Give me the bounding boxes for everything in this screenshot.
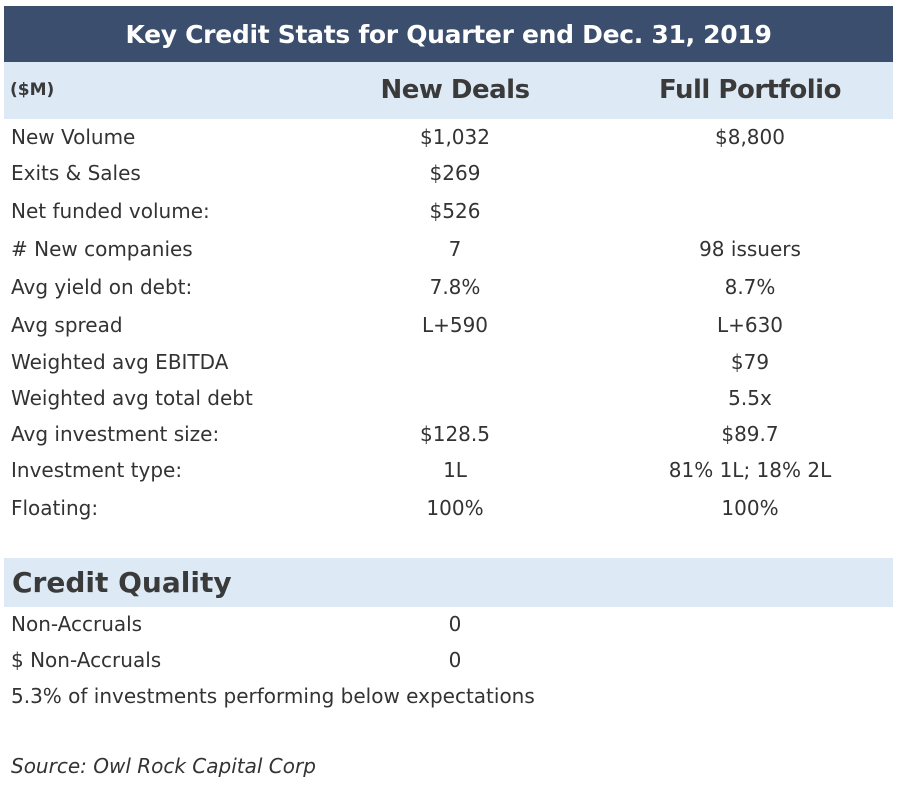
- row-label: # New companies: [11, 237, 193, 261]
- credit-quality-heading: Credit Quality: [4, 558, 893, 607]
- full-portfolio-value: L+630: [716, 313, 784, 337]
- new-deals-value: L+590: [421, 313, 489, 337]
- new-deals-value: 7: [448, 237, 462, 261]
- full-portfolio-value: $8,800: [715, 125, 785, 149]
- table-row: Weighted avg total debt 5.5x: [4, 380, 893, 417]
- new-deals-value: $269: [429, 161, 481, 185]
- row-label: New Volume: [11, 125, 136, 149]
- full-portfolio-value: 5.5x: [728, 386, 772, 410]
- full-portfolio-value: 98 issuers: [699, 237, 801, 261]
- new-deals-value: 7.8%: [429, 275, 481, 299]
- table-row: New Volume $1,032 $8,800: [4, 119, 893, 156]
- full-portfolio-value: $79: [730, 350, 770, 374]
- row-label: Avg yield on debt:: [11, 275, 193, 299]
- new-deals-value: 0: [448, 612, 462, 636]
- table-header: ($M) New Deals Full Portfolio: [4, 62, 893, 119]
- full-portfolio-value: 81% 1L; 18% 2L: [668, 458, 832, 482]
- column-header-new-deals: New Deals: [380, 75, 530, 105]
- row-label: Weighted avg total debt: [11, 386, 253, 410]
- new-deals-value: 0: [448, 648, 462, 672]
- new-deals-value: $526: [429, 199, 481, 223]
- table-row: Net funded volume: $526: [4, 193, 893, 230]
- row-label: Avg spread: [11, 313, 123, 337]
- row-label: Avg investment size:: [11, 422, 220, 446]
- new-deals-value: 100%: [426, 496, 484, 520]
- new-deals-value: $128.5: [420, 422, 490, 446]
- table-row: Avg spread L+590 L+630: [4, 307, 893, 344]
- row-label: Non-Accruals: [11, 612, 143, 636]
- table-row: # New companies 7 98 issuers: [4, 231, 893, 268]
- column-header-full-portfolio: Full Portfolio: [659, 75, 841, 105]
- table-row: Avg yield on debt: 7.8% 8.7%: [4, 269, 893, 306]
- row-label: Weighted avg EBITDA: [11, 350, 229, 374]
- table-row: Investment type: 1L 81% 1L; 18% 2L: [4, 452, 893, 489]
- credit-quality-row: $ Non-Accruals 0: [4, 642, 893, 679]
- table-row: Weighted avg EBITDA $79: [4, 344, 893, 381]
- unit-label: ($M): [10, 80, 55, 100]
- credit-quality-note: 5.3% of investments performing below exp…: [11, 684, 535, 708]
- table-row: Exits & Sales $269: [4, 155, 893, 192]
- new-deals-value: 1L: [443, 458, 467, 482]
- full-portfolio-value: 100%: [721, 496, 779, 520]
- full-portfolio-value: $89.7: [721, 422, 779, 446]
- row-label: $ Non-Accruals: [11, 648, 162, 672]
- source-note: Source: Owl Rock Capital Corp: [11, 754, 316, 778]
- row-label: Net funded volume:: [11, 199, 210, 223]
- table-title: Key Credit Stats for Quarter end Dec. 31…: [4, 6, 893, 62]
- row-label: Investment type:: [11, 458, 183, 482]
- row-label: Floating:: [11, 496, 99, 520]
- row-label: Exits & Sales: [11, 161, 141, 185]
- full-portfolio-value: 8.7%: [724, 275, 776, 299]
- new-deals-value: $1,032: [420, 125, 490, 149]
- table-row: Floating: 100% 100%: [4, 490, 893, 527]
- table-row: Avg investment size: $128.5 $89.7: [4, 416, 893, 453]
- credit-quality-note-row: 5.3% of investments performing below exp…: [4, 678, 893, 715]
- credit-quality-row: Non-Accruals 0: [4, 606, 893, 643]
